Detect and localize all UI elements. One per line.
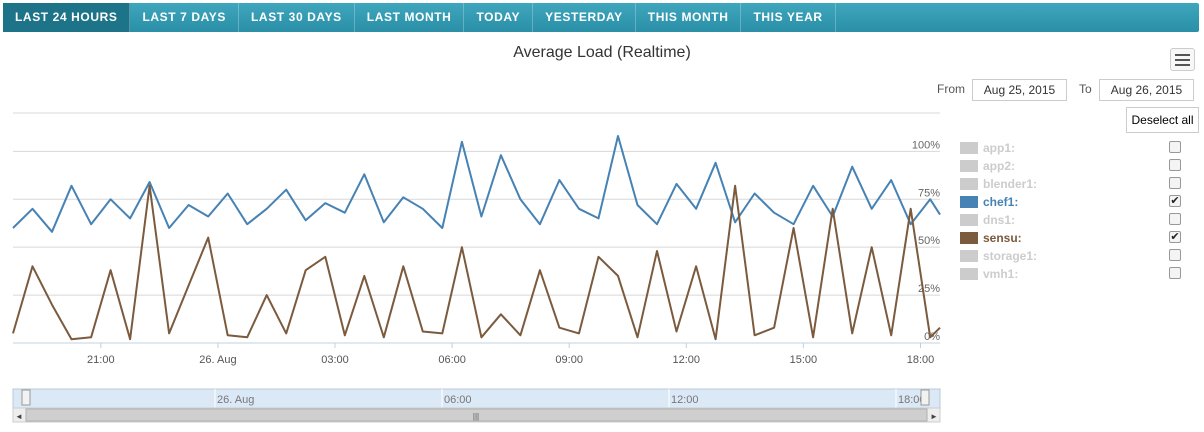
checkbox-checked-icon[interactable]: ✔ bbox=[1169, 231, 1181, 243]
menu-bar-icon bbox=[1175, 58, 1190, 61]
legend-label: blender1: bbox=[983, 177, 1038, 191]
navigator-tick-label: 26. Aug bbox=[217, 394, 254, 406]
tab-last-24-hours[interactable]: LAST 24 HOURS bbox=[3, 3, 131, 32]
legend-item[interactable]: app2: bbox=[960, 157, 1185, 175]
legend-item[interactable]: blender1: bbox=[960, 175, 1185, 193]
series-line-chef1 bbox=[12, 135, 941, 233]
legend-item[interactable]: app1: bbox=[960, 139, 1185, 157]
checkbox-icon[interactable] bbox=[1169, 267, 1181, 279]
legend-label: storage1: bbox=[983, 249, 1038, 263]
scroll-right-icon: ► bbox=[930, 412, 938, 421]
y-tick-label: 50% bbox=[918, 235, 940, 247]
legend-item[interactable]: chef1: ✔ bbox=[960, 193, 1185, 211]
legend-swatch bbox=[960, 232, 978, 244]
y-tick-label: 100% bbox=[912, 139, 940, 151]
legend-label: chef1: bbox=[983, 195, 1019, 209]
from-date-input[interactable] bbox=[972, 79, 1067, 101]
legend-label: vmh1: bbox=[983, 267, 1019, 281]
legend-swatch bbox=[960, 178, 978, 190]
x-tick-label: 12:00 bbox=[673, 354, 701, 366]
tab-this-year[interactable]: THIS YEAR bbox=[741, 3, 836, 32]
navigator-right-handle bbox=[920, 389, 930, 406]
checkbox-icon[interactable] bbox=[1169, 177, 1181, 189]
checkbox-icon[interactable] bbox=[1169, 249, 1181, 261]
x-tick-label: 09:00 bbox=[555, 354, 583, 366]
tab-last-7-days[interactable]: LAST 7 DAYS bbox=[130, 3, 239, 32]
legend-label: dns1: bbox=[983, 213, 1016, 227]
legend-item[interactable]: storage1: bbox=[960, 247, 1185, 265]
chart-title: Average Load (Realtime) bbox=[513, 44, 691, 61]
legend-label: sensu: bbox=[983, 231, 1022, 245]
legend-swatch bbox=[960, 160, 978, 172]
legend-item[interactable]: vmh1: bbox=[960, 265, 1185, 283]
y-tick-label: 75% bbox=[918, 187, 940, 199]
scrollbar-grip-icon: ||| bbox=[473, 412, 479, 421]
legend-label: app2: bbox=[983, 159, 1016, 173]
legend-label: app1: bbox=[983, 141, 1016, 155]
tab-this-month[interactable]: THIS MONTH bbox=[636, 3, 742, 32]
checkbox-icon[interactable] bbox=[1169, 141, 1181, 153]
checkbox-checked-icon[interactable]: ✔ bbox=[1169, 195, 1181, 207]
y-tick-label: 0% bbox=[924, 331, 940, 343]
checkbox-icon[interactable] bbox=[1169, 213, 1181, 225]
tab-last-month[interactable]: LAST MONTH bbox=[355, 3, 465, 32]
checkbox-icon[interactable] bbox=[1169, 159, 1181, 171]
legend-swatch bbox=[960, 214, 978, 226]
navigator-tick-label: 18:00 bbox=[898, 394, 926, 406]
deselect-all-button[interactable]: Deselect all bbox=[1126, 107, 1199, 133]
navigator-tick-label: 12:00 bbox=[671, 394, 699, 406]
legend-item[interactable]: sensu: ✔ bbox=[960, 229, 1185, 247]
hamburger-menu-icon[interactable] bbox=[1170, 48, 1195, 71]
to-date-input[interactable] bbox=[1099, 79, 1194, 101]
x-tick-label: 03:00 bbox=[321, 354, 349, 366]
tab-last-30-days[interactable]: LAST 30 DAYS bbox=[239, 3, 355, 32]
period-tab-bar: LAST 24 HOURS LAST 7 DAYS LAST 30 DAYS LAST… bbox=[3, 3, 1199, 32]
tab-yesterday[interactable]: YESTERDAY bbox=[533, 3, 636, 32]
navigator-selection bbox=[12, 388, 941, 409]
x-tick-label: 18:00 bbox=[907, 354, 935, 366]
tab-today[interactable]: TODAY bbox=[464, 3, 534, 32]
to-label: To bbox=[1079, 82, 1092, 96]
series-line-sensu bbox=[12, 184, 941, 341]
x-tick-label: 21:00 bbox=[87, 354, 115, 366]
x-tick-label: 26. Aug bbox=[199, 354, 236, 366]
menu-bar-icon bbox=[1175, 63, 1190, 66]
scrollbar-thumb bbox=[25, 408, 928, 422]
navigator-tick-label: 06:00 bbox=[444, 394, 472, 406]
x-tick-label: 06:00 bbox=[438, 354, 466, 366]
legend-swatch bbox=[960, 142, 978, 154]
legend-swatch bbox=[960, 250, 978, 262]
from-label: From bbox=[937, 82, 965, 96]
legend-swatch bbox=[960, 196, 978, 208]
x-tick-label: 15:00 bbox=[790, 354, 818, 366]
menu-bar-icon bbox=[1175, 53, 1190, 56]
legend-swatch bbox=[960, 268, 978, 280]
navigator-left-handle bbox=[21, 389, 31, 406]
legend-item[interactable]: dns1: bbox=[960, 211, 1185, 229]
scroll-left-icon: ◄ bbox=[15, 412, 23, 421]
